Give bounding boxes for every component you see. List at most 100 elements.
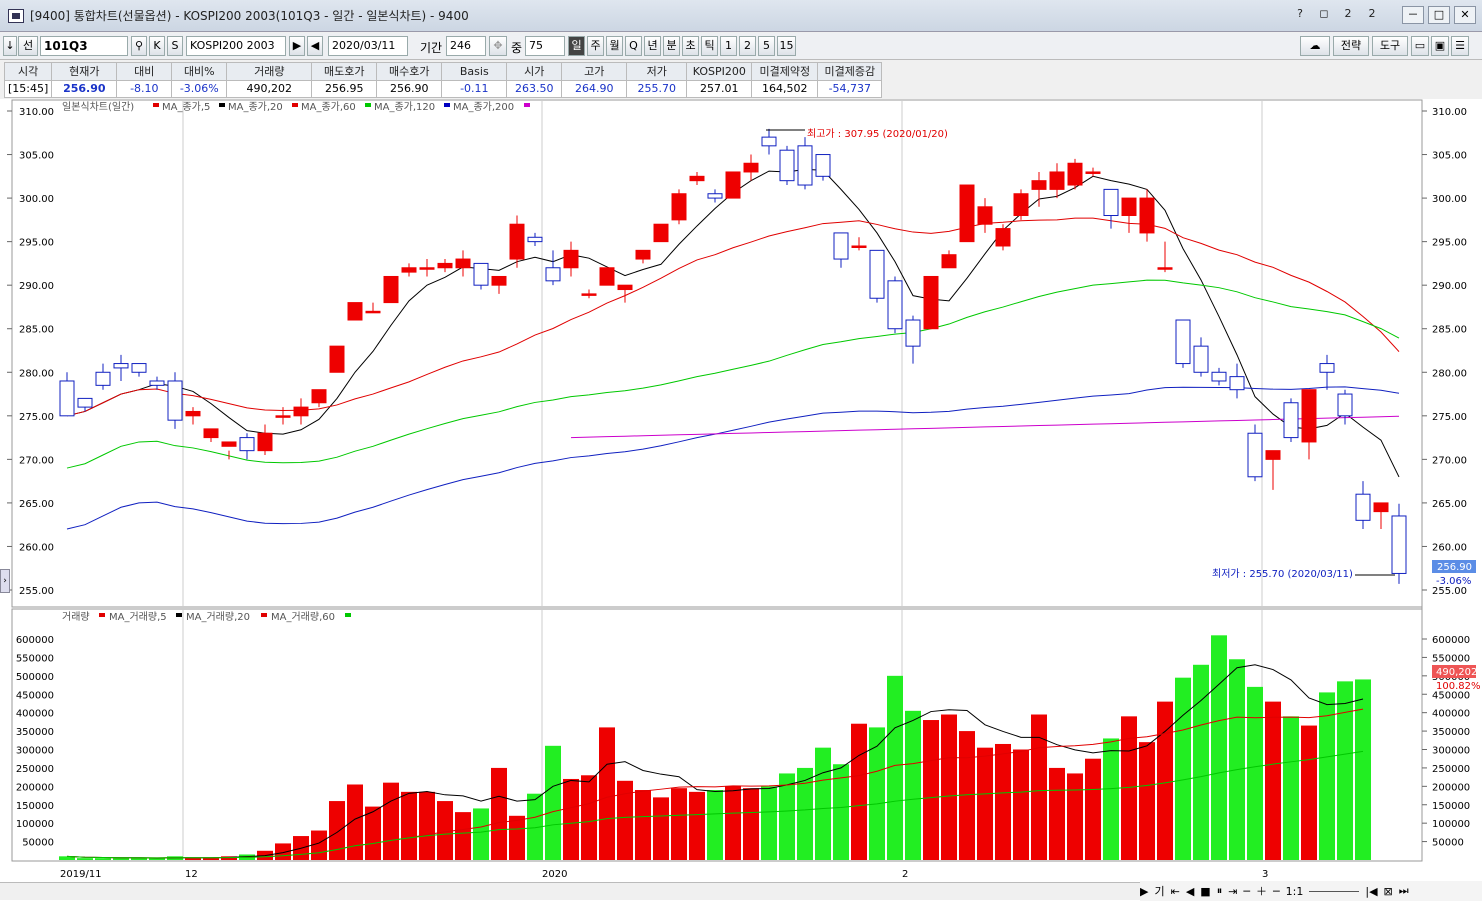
volume-bar-15	[329, 801, 345, 860]
candle-body-10	[239, 437, 255, 452]
link-icon[interactable]: 2	[1344, 7, 1352, 20]
unit-5[interactable]: 5	[758, 36, 775, 56]
candle-body-2	[95, 371, 111, 386]
candle-body-7	[185, 410, 201, 417]
unit-15[interactable]: 15	[777, 36, 796, 56]
help-icon[interactable]: ?	[1297, 7, 1303, 20]
candle-body-72	[1355, 493, 1371, 521]
nav-last-icon[interactable]: ⇥	[1228, 884, 1238, 898]
val-oi-change: -54,737	[817, 79, 883, 98]
nav-gi[interactable]: 기	[1154, 885, 1165, 898]
capture-icon[interactable]: ⊠	[1383, 884, 1393, 898]
candle-body-5	[149, 380, 165, 386]
minimize-button[interactable]: －	[1402, 6, 1424, 24]
candle-body-15	[329, 345, 345, 373]
settings-icon[interactable]: ☰	[1451, 36, 1469, 56]
volume-bar-1	[77, 858, 93, 860]
legend-ma5: MA_종가,5	[162, 101, 210, 113]
vma5-line	[66, 664, 1364, 859]
candle-body-28	[563, 249, 579, 269]
maximize-button[interactable]: □	[1428, 6, 1450, 24]
vol-tick-label-right-9: 150000	[1432, 801, 1470, 812]
unit-second[interactable]: 초	[682, 36, 699, 56]
last-price-pct: -3.06%	[1436, 576, 1471, 587]
move-icon[interactable]: ✥	[489, 36, 507, 56]
volume-bar-43	[833, 764, 849, 860]
candle-body-9	[221, 441, 237, 447]
xaxis-label-nov: 2019/11	[60, 869, 102, 880]
chart-svg[interactable]: 310.00 310.00 305.00 305.00 300.00 300.00 295.…	[0, 99, 1482, 882]
col-kospi: KOSPI200	[686, 62, 753, 81]
jump-start-icon[interactable]: |◀	[1365, 884, 1378, 898]
sort-icon[interactable]: 2	[1368, 7, 1376, 20]
s-button[interactable]: S	[167, 36, 183, 56]
zoom-slider[interactable]	[1309, 890, 1360, 892]
count-input[interactable]: 75	[525, 36, 565, 56]
vma60-line	[66, 750, 1364, 859]
candle-body-23	[473, 262, 489, 286]
unit-minute[interactable]: 분	[663, 36, 680, 56]
unit-1[interactable]: 1	[720, 36, 737, 56]
select-button[interactable]: 선	[18, 36, 38, 56]
volume-bar-4	[131, 858, 147, 860]
date-input[interactable]: 2020/03/11	[328, 36, 408, 56]
save-icon[interactable]: ▣	[1431, 36, 1449, 56]
unit-month[interactable]: 월	[606, 36, 623, 56]
price-tick-label-left-3: 295.00	[19, 238, 54, 249]
candle-body-63	[1193, 345, 1209, 373]
volume-bar-20	[419, 791, 435, 860]
zoom-out-icon[interactable]: ─	[1243, 884, 1251, 898]
legend-vma20: MA_거래량,20	[186, 611, 250, 623]
candle-body-16	[347, 302, 363, 321]
next-button[interactable]: ▶	[289, 36, 305, 56]
jump-end-icon[interactable]: ⏭	[1398, 884, 1409, 897]
tools-button[interactable]: 도구	[1372, 36, 1408, 56]
val-kospi: 257.01	[686, 79, 753, 98]
zoom-reset-button[interactable]: 1:1	[1285, 884, 1304, 898]
candle-body-71	[1337, 393, 1353, 417]
nav-first-icon[interactable]: ⇤	[1170, 884, 1180, 898]
scroll-right-button[interactable]: ▶	[1140, 884, 1149, 898]
prev-button[interactable]: ◀	[307, 36, 323, 56]
chart-area[interactable]: 310.00 310.00 305.00 305.00 300.00 300.00 295.…	[0, 99, 1482, 902]
volume-bar-45	[869, 727, 885, 860]
unit-year[interactable]: 년	[644, 36, 661, 56]
candle-body-45	[869, 249, 885, 299]
unit-week[interactable]: 주	[587, 36, 604, 56]
strategy-button[interactable]: 전략	[1333, 36, 1369, 56]
k-button[interactable]: K	[149, 36, 165, 56]
search-icon[interactable]: ⚲	[131, 36, 147, 56]
volume-bar-5	[149, 858, 165, 860]
zoom-in-icon[interactable]: ＋	[1256, 885, 1268, 898]
candle-body-27	[545, 267, 561, 282]
code-input[interactable]: 101Q3	[40, 36, 128, 56]
unit-tick[interactable]: 틱	[701, 36, 718, 56]
volume-bar-27	[545, 745, 561, 860]
col-volume: 거래량	[226, 62, 313, 81]
nav-pause-icon[interactable]: ⏸	[1216, 884, 1223, 897]
candle-body-52	[995, 228, 1011, 247]
cloud-icon[interactable]: ☁	[1300, 36, 1330, 56]
val-basis: -0.11	[441, 79, 508, 98]
volume-bar-49	[941, 714, 957, 860]
vol-tick-label-right-0: 600000	[1432, 635, 1470, 646]
candle-body-39	[761, 136, 777, 147]
folder-icon[interactable]: ▭	[1411, 36, 1429, 56]
unit-day[interactable]: 일	[568, 36, 585, 56]
toolbar: ↓ 선 101Q3 ⚲ K S KOSPI200 2003 ▶ ◀ 2020/0…	[0, 33, 1482, 60]
unit-quarter[interactable]: Q	[625, 36, 642, 56]
volume-bar-71	[1337, 681, 1353, 860]
unit-2[interactable]: 2	[739, 36, 756, 56]
close-button[interactable]: ✕	[1454, 6, 1476, 24]
nav-play-back-icon[interactable]: ◀	[1185, 884, 1195, 898]
screen-icon[interactable]: ◻	[1319, 7, 1329, 20]
horizontal-scrollbar[interactable]	[0, 882, 1140, 900]
col-time: 시각	[3, 62, 53, 81]
arrow-down-button[interactable]: ↓	[3, 36, 17, 56]
zoom-minus-icon[interactable]: ─	[1273, 884, 1280, 898]
side-expand-button[interactable]: ›	[0, 569, 10, 593]
volume-bar-22	[455, 812, 471, 860]
period-input[interactable]: 246	[446, 36, 486, 56]
nav-stop-icon[interactable]: ■	[1200, 884, 1211, 898]
app-icon	[8, 8, 24, 23]
